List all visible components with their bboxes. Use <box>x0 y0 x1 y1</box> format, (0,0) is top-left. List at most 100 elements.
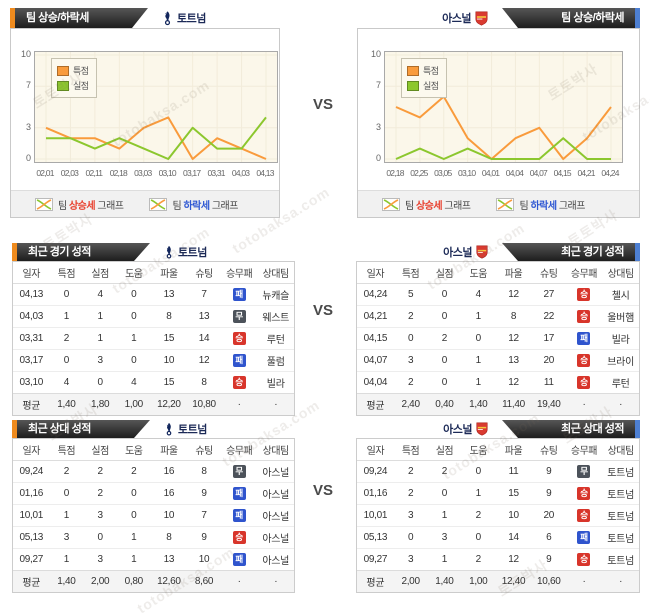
column-header: 일자 <box>357 262 394 284</box>
cell-date: 01,16 <box>357 482 394 505</box>
cell-gs: 2 <box>49 327 84 350</box>
chart-legend-item: 특점 <box>407 64 439 77</box>
cell-opp: 아스널 <box>257 482 294 505</box>
cell-gc: 1 <box>427 504 462 527</box>
result-badge: 승 <box>577 376 591 389</box>
cell-gc: 0 <box>427 371 462 394</box>
cell-result: 승 <box>565 548 603 571</box>
cell-opp: 아스널 <box>257 504 294 527</box>
cell-date: 04,24 <box>357 283 394 306</box>
cell-result: 무 <box>220 460 258 483</box>
cell-result: 패 <box>220 482 258 505</box>
legend-fall-label: 팀 하락세 그래프 <box>519 200 585 212</box>
cell-foul: 14 <box>495 526 532 549</box>
cell-gc: 2 <box>427 460 462 483</box>
column-header: 승무패 <box>565 439 603 461</box>
cell-result: 승 <box>220 371 258 394</box>
arsenal-logo-icon <box>475 11 488 26</box>
series-line-실점 <box>46 116 267 160</box>
match-row: 05,13 3 0 1 8 9 승 아스널 <box>13 526 294 549</box>
result-badge: 패 <box>577 531 591 544</box>
cell-shot: 10,80 <box>187 393 221 415</box>
trend-chart-away: 0 3 7 10 특점 실점 02,18 02,25 03,05 03,10 04,01 04,04 0… <box>358 29 639 189</box>
vs-label-middle: VS <box>312 302 333 319</box>
vs-label-bottom: VS <box>312 482 333 499</box>
y-tick-label: 3 <box>375 121 381 132</box>
h2h-header-home: 최근 상대 성적 토트넘 <box>12 420 295 438</box>
cell-result: · <box>565 570 603 592</box>
orange-accent-bar <box>12 243 17 261</box>
team-name-home: 토트넘 <box>178 247 207 259</box>
cell-result: 승 <box>565 349 603 372</box>
cell-date: 평균 <box>357 393 394 415</box>
cell-foul: 15 <box>495 482 532 505</box>
h2h-table-away-box: 일자 특점 실점 도움 파울 슈팅 승무패 상대팀 09,24 2 2 0 11 9 무 토트넘 01,16 2 0… <box>356 438 640 593</box>
cell-foul: 10 <box>150 504 188 527</box>
match-row: 03,31 2 1 1 15 14 승 루턴 <box>13 327 294 350</box>
blue-accent-bar <box>635 8 640 28</box>
cell-foul: 16 <box>150 482 188 505</box>
column-header: 도움 <box>461 262 496 284</box>
cell-shot: 19,40 <box>531 393 566 415</box>
cell-foul: 15 <box>150 327 188 350</box>
cell-gs: 1 <box>49 504 84 527</box>
cell-gc: 3 <box>83 349 117 372</box>
legend-series-name: 실점 <box>73 81 89 91</box>
cell-gs: 2 <box>393 460 428 483</box>
recent-header-home: 최근 경기 성적 토트넘 <box>12 243 295 261</box>
cell-gs: 0 <box>393 526 428 549</box>
cell-result: 패 <box>220 349 258 372</box>
x-tick-label: 03,10 <box>458 168 476 178</box>
cell-shot: 9 <box>531 460 566 483</box>
average-row: 평균 1,40 1,80 1,00 12,20 10,80 · · <box>13 393 294 415</box>
section-tab-title: 최근 상대 성적 <box>561 423 624 435</box>
cell-as: 0 <box>116 283 151 306</box>
trend-panel-home: 팀 상승/하락세 토트넘 0 3 7 10 특점 실점 02,01 02,03 02,11 02,… <box>10 8 280 218</box>
vs-label-top: VS <box>312 96 333 113</box>
cell-as: 0 <box>116 504 151 527</box>
cell-date: 04,03 <box>13 305 50 328</box>
cell-result: 승 <box>565 504 603 527</box>
trend-panel-away: 아스널 팀 상승/하락세 0 3 7 10 특점 실점 02,18 02,25 03,05 03,… <box>357 8 640 218</box>
x-tick-label: 04,15 <box>553 168 572 178</box>
cell-date: 04,07 <box>357 349 394 372</box>
column-header: 슈팅 <box>531 439 566 461</box>
match-row: 10,01 1 3 0 10 7 패 아스널 <box>13 504 294 527</box>
h2h-table-home: 일자 특점 실점 도움 파울 슈팅 승무패 상대팀 09,24 2 2 2 16 8 무 아스널 01,16 0 2… <box>13 439 294 592</box>
cell-result: 패 <box>220 283 258 306</box>
recent-header-away: 아스널 최근 경기 성적 <box>356 243 640 261</box>
cell-result: 패 <box>220 504 258 527</box>
cell-as: 0 <box>461 327 496 350</box>
cell-gs: 5 <box>393 283 428 306</box>
chart-legend-strip-home: 팀 상승세 그래프 팀 하락세 그래프 <box>11 190 279 217</box>
cell-gc: 0,40 <box>427 393 462 415</box>
section-tab-title: 최근 경기 성적 <box>28 246 91 258</box>
cell-date: 05,13 <box>13 526 50 549</box>
match-row: 01,16 0 2 0 16 9 패 아스널 <box>13 482 294 505</box>
y-tick-label: 7 <box>375 80 381 91</box>
y-tick-label: 10 <box>370 49 381 59</box>
x-tick-label: 04,13 <box>256 168 274 178</box>
cell-shot: 14 <box>187 327 221 350</box>
cell-gc: 2 <box>83 460 117 483</box>
legend-series-name: 특점 <box>73 66 89 76</box>
column-header: 실점 <box>83 262 117 284</box>
recent-table-away-box: 일자 특점 실점 도움 파울 슈팅 승무패 상대팀 04,24 5 0 4 12 27 승 첼시 04,21 2 0… <box>356 261 640 416</box>
cell-as: 1 <box>461 349 496 372</box>
match-row: 03,17 0 3 0 10 12 패 풀럼 <box>13 349 294 372</box>
cell-date: 평균 <box>357 570 394 592</box>
cell-date: 04,04 <box>357 371 394 394</box>
cell-as: 1,40 <box>461 393 496 415</box>
cell-result: · <box>220 393 258 415</box>
cell-shot: 22 <box>531 305 566 328</box>
match-row: 04,03 1 1 0 8 13 무 웨스트 <box>13 305 294 328</box>
team-label-away: 아스널 <box>443 421 488 437</box>
cell-as: 1 <box>116 548 151 571</box>
cell-gs: 1 <box>49 305 84 328</box>
cell-shot: 7 <box>187 504 221 527</box>
cell-gc: 1 <box>83 305 117 328</box>
average-row: 평균 2,40 0,40 1,40 11,40 19,40 · · <box>357 393 639 415</box>
section-tab-title: 팀 상승/하락세 <box>561 12 624 24</box>
cell-foul: 13 <box>150 283 188 306</box>
result-badge: 패 <box>232 553 246 566</box>
